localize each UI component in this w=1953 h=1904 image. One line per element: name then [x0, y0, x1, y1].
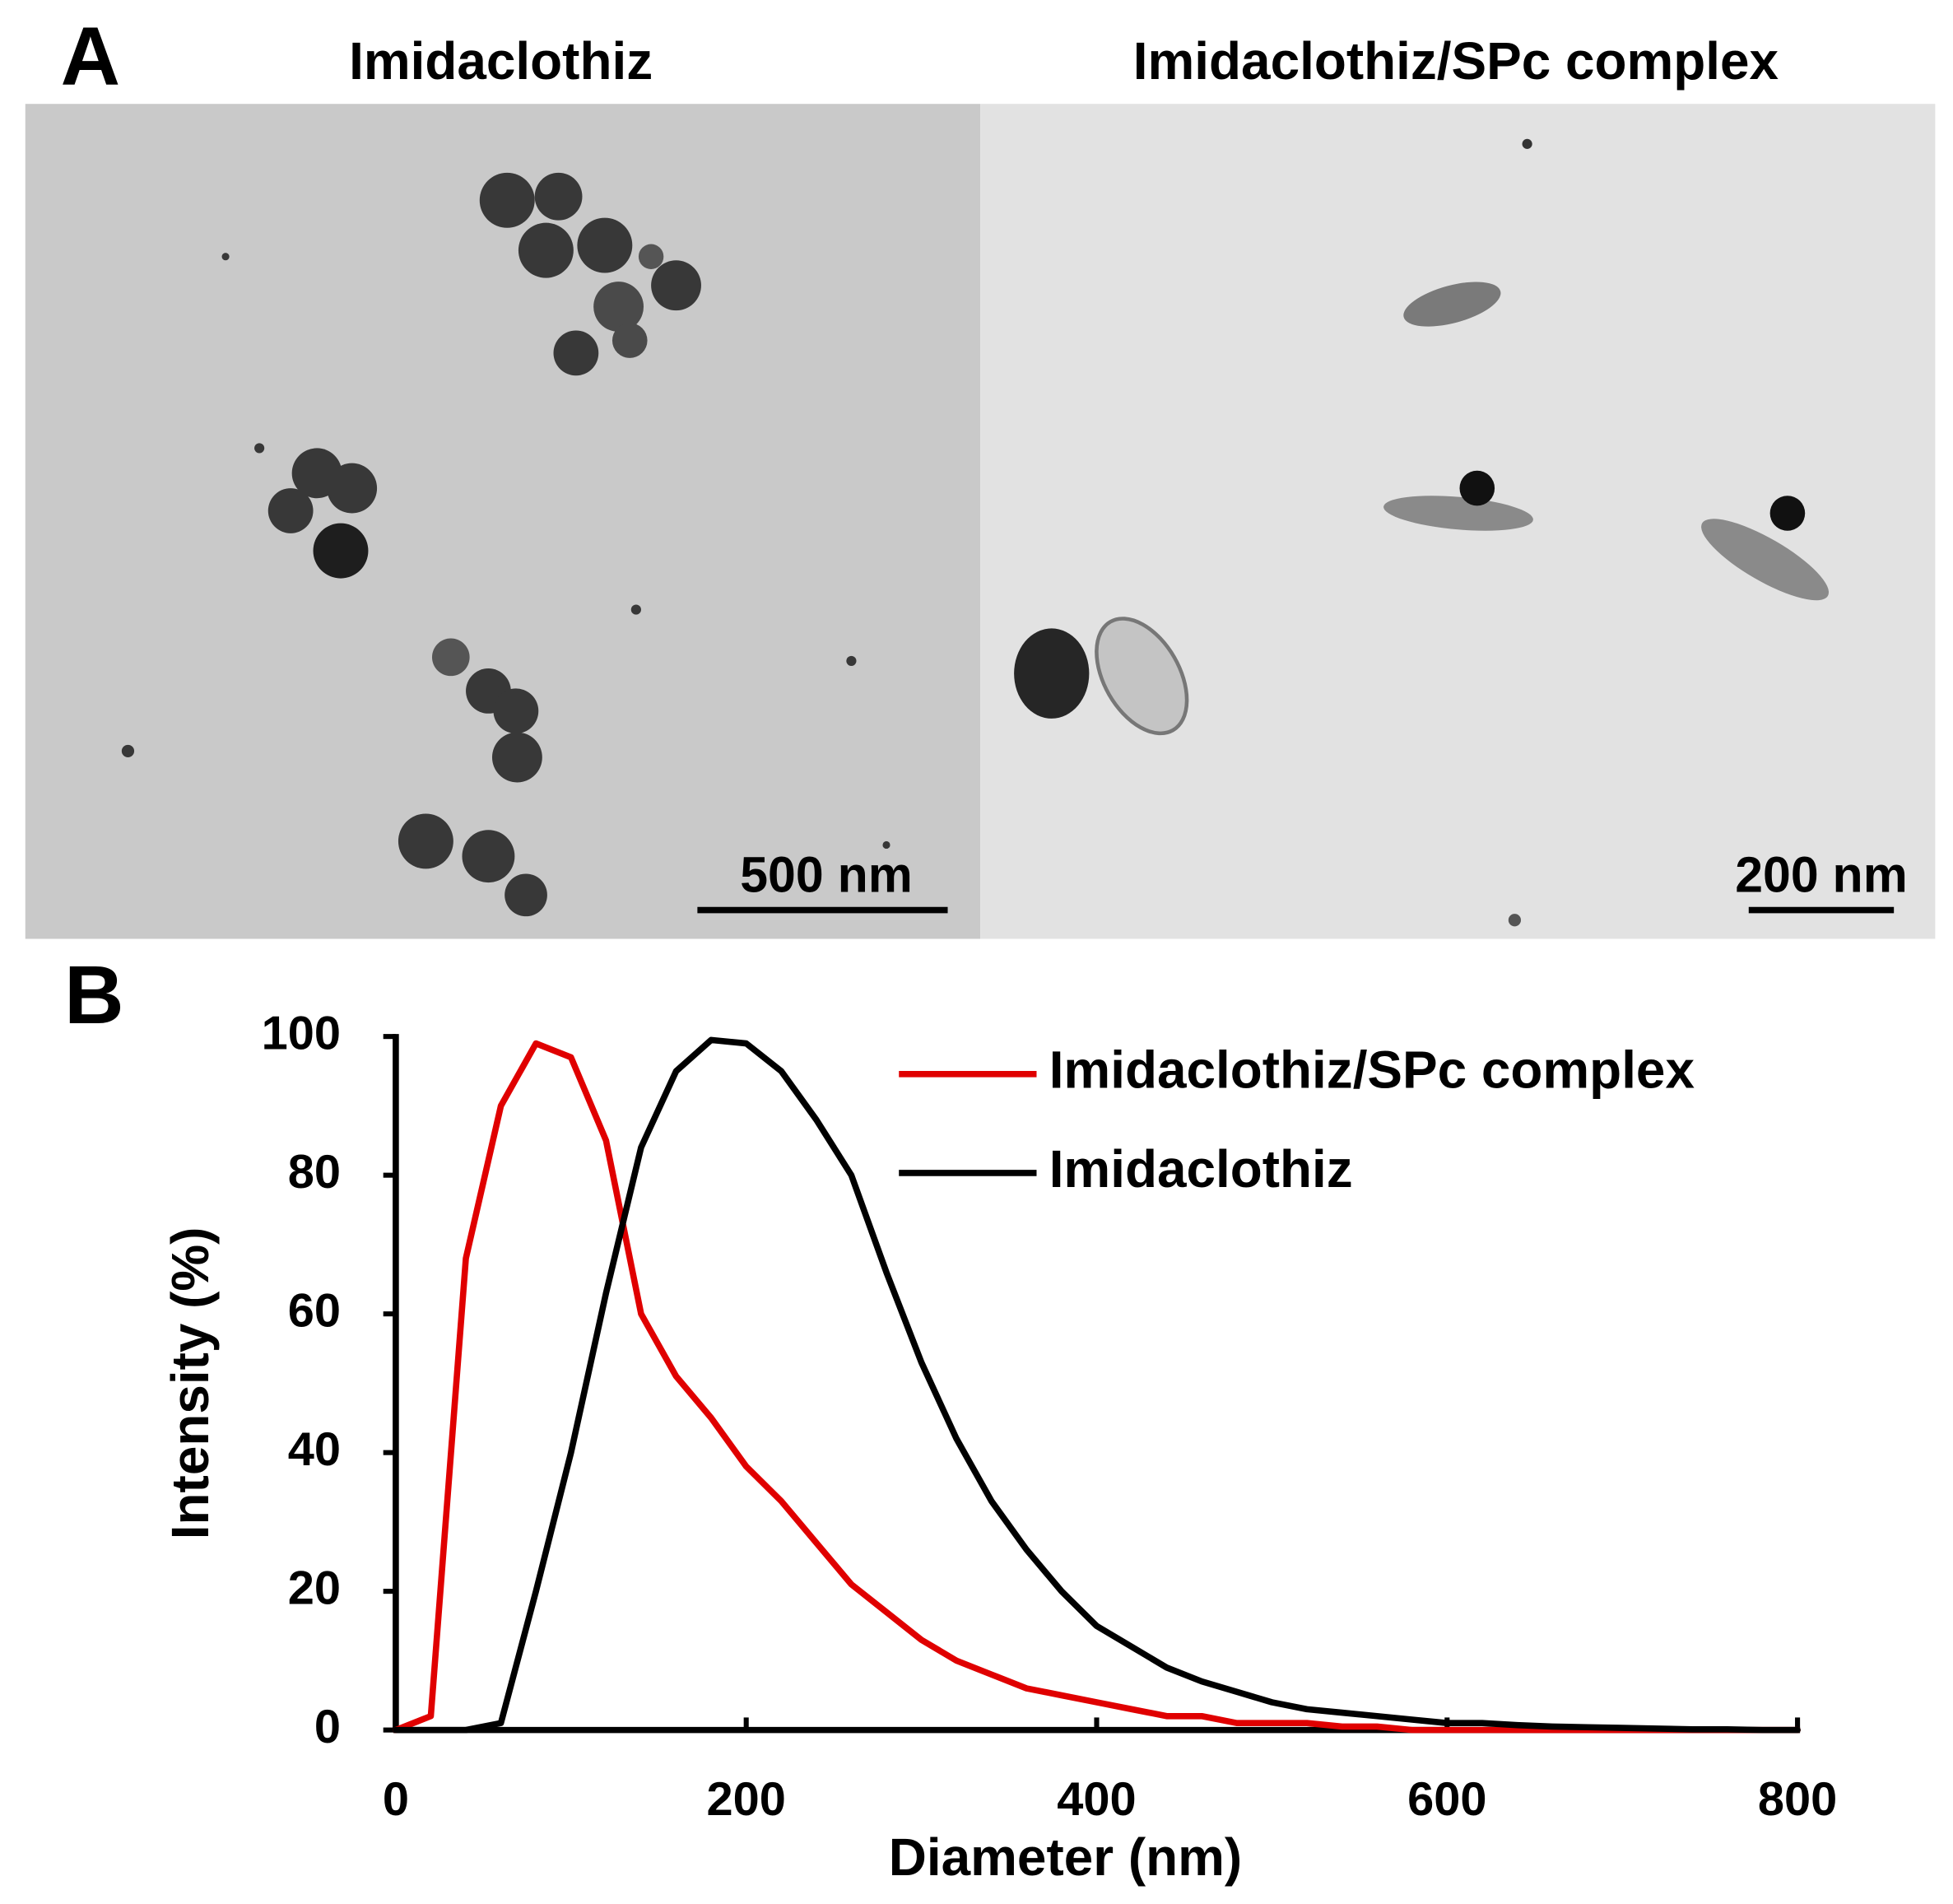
particle — [267, 488, 314, 533]
x-tick-label: 800 — [1758, 1773, 1837, 1826]
particle — [1095, 617, 1189, 736]
particle — [553, 330, 599, 376]
particle — [327, 463, 378, 514]
data-line — [393, 1036, 1801, 1734]
speck — [1522, 138, 1532, 149]
legend-label: Imidaclothiz/SPc complex — [1049, 1040, 1695, 1100]
particle — [398, 813, 453, 869]
speck — [630, 604, 641, 615]
particle — [518, 222, 574, 278]
y-tick-label: 60 — [288, 1284, 341, 1337]
particle — [479, 172, 535, 228]
image-title: Imidaclothiz/SPc complex — [1133, 31, 1779, 91]
speck — [121, 744, 135, 758]
particle — [1769, 496, 1806, 531]
particle — [534, 172, 583, 221]
speck — [846, 655, 857, 667]
particles — [121, 172, 890, 917]
image-title: Imidaclothiz — [349, 31, 653, 91]
x-tick-label: 0 — [383, 1773, 409, 1826]
speck — [882, 840, 890, 850]
speck — [254, 443, 265, 454]
particle — [505, 873, 547, 917]
image-background — [25, 104, 981, 939]
particle — [651, 260, 701, 311]
particle — [431, 638, 470, 677]
panel-label: B — [64, 949, 123, 1041]
legend-label: Imidaclothiz — [1049, 1139, 1353, 1199]
speck — [1508, 914, 1522, 927]
particle — [491, 732, 542, 783]
particle — [1383, 496, 1533, 531]
panel-label: A — [61, 11, 120, 103]
particle — [577, 217, 633, 273]
particle — [611, 323, 648, 358]
particle — [638, 244, 664, 269]
particle — [493, 688, 539, 734]
y-tick-label: 0 — [314, 1701, 341, 1753]
y-tick-label: 40 — [288, 1423, 341, 1476]
y-tick-label: 100 — [262, 1007, 341, 1059]
scale-label: 500 nm — [740, 847, 913, 903]
particle — [1459, 470, 1495, 506]
particle — [1701, 519, 1830, 601]
particle — [313, 523, 369, 579]
particle — [593, 282, 644, 332]
data-line — [393, 1040, 1801, 1734]
tem-image: 200 nm — [980, 104, 1936, 939]
particle — [1403, 282, 1501, 327]
x-tick-label: 400 — [1057, 1773, 1136, 1826]
line-chart: 0 20 40 60 80 100 0 200 400 600 800 Diameter (nm) In… — [160, 1007, 1837, 1887]
scale-label: 200 nm — [1735, 847, 1908, 903]
y-tick-label: 20 — [288, 1562, 341, 1614]
particle — [462, 830, 515, 883]
x-tick-label: 200 — [706, 1773, 785, 1826]
y-axis-title: Intensity (%) — [160, 1227, 220, 1540]
tem-image: 500 nm — [25, 104, 981, 939]
x-tick-label: 600 — [1407, 1773, 1486, 1826]
particle — [1014, 628, 1090, 719]
y-tick-label: 80 — [288, 1146, 341, 1199]
speck — [221, 253, 230, 261]
x-axis-title: Diameter (nm) — [889, 1827, 1242, 1887]
